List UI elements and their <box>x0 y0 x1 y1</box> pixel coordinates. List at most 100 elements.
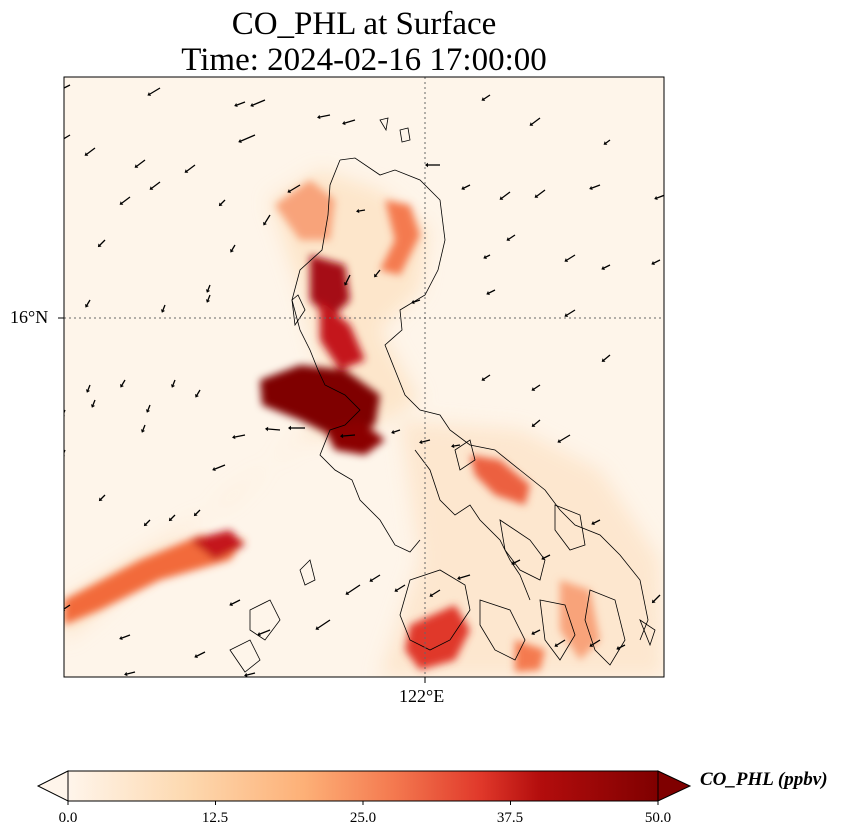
wind-arrow-head <box>145 409 151 413</box>
wind-arrow-head <box>531 387 536 391</box>
wind-arrow <box>459 574 471 579</box>
map-frame <box>63 76 665 678</box>
wind-arrow <box>603 264 611 269</box>
wind-arrow <box>536 189 546 197</box>
wind-arrow <box>543 554 551 559</box>
wind-arrow-head <box>534 194 539 198</box>
wind-arrow <box>653 594 661 602</box>
wind-arrow <box>485 254 491 258</box>
wind-arrow-head <box>315 626 320 630</box>
map-area <box>64 77 664 677</box>
wind-arrow-head <box>134 164 139 168</box>
wind-arrow-head <box>603 141 608 145</box>
wind-arrow-head <box>212 466 216 472</box>
wind-arrow <box>591 184 601 189</box>
wind-arrow <box>413 299 421 303</box>
plume-bicol <box>470 455 530 505</box>
wind-arrow-head <box>483 255 487 259</box>
wind-arrow <box>508 234 516 240</box>
wind-arrow-head <box>195 393 199 398</box>
wind-arrow-head <box>265 426 269 432</box>
wind-arrow-head <box>263 221 267 226</box>
wind-arrow-head <box>98 497 103 502</box>
wind-arrow-head <box>531 631 535 635</box>
wind-arrow <box>483 94 491 100</box>
wind-arrow <box>488 289 496 294</box>
wind-arrow <box>618 644 626 649</box>
wind-arrow-head <box>564 258 569 262</box>
wind-arrow-head <box>356 208 360 214</box>
wind-arrow <box>170 514 176 520</box>
colorbar-tick-4: 50.0 <box>644 810 672 826</box>
wind-arrow-head <box>616 646 620 650</box>
wind-arrow <box>396 584 406 591</box>
wind-arrow <box>64 84 71 89</box>
wind-arrow <box>100 494 106 500</box>
wind-arrow <box>591 639 601 646</box>
wind-arrow <box>259 629 271 635</box>
wind-arrow-head <box>287 189 292 193</box>
wind-arrow-head <box>317 114 321 120</box>
wind-arrow <box>121 196 131 204</box>
wind-arrow-head <box>601 358 606 362</box>
colorbar-fill <box>68 771 658 801</box>
wind-arrow <box>531 117 541 125</box>
wind-vectors <box>64 84 664 677</box>
wind-arrow-head <box>147 92 152 96</box>
wind-arrow-head <box>205 289 211 293</box>
wind-arrow <box>99 239 106 246</box>
plume-central-luzon-mid <box>320 300 365 370</box>
colorbar-tick-3: 37.5 <box>496 810 524 826</box>
wind-arrow <box>501 191 511 199</box>
wind-arrow-head <box>85 303 89 308</box>
wind-arrow <box>267 428 281 431</box>
wind-arrow <box>533 419 541 426</box>
wind-arrow-head <box>345 591 350 595</box>
wind-arrow <box>559 434 571 442</box>
wind-arrow <box>317 619 331 629</box>
wind-arrow-head <box>244 672 248 677</box>
map-title-line2: Time: 2024-02-16 17:00:00 <box>181 42 547 78</box>
wind-arrow <box>513 559 521 564</box>
wind-arrow-head <box>506 237 511 241</box>
wind-arrow <box>86 147 96 155</box>
wind-arrow-head <box>461 186 465 190</box>
wind-arrow-head <box>184 169 189 173</box>
wind-arrow-head <box>84 152 89 156</box>
wind-arrow-head <box>554 643 559 647</box>
wind-arrow-head <box>194 654 198 658</box>
wind-arrow <box>453 444 461 447</box>
wind-arrow <box>605 139 611 144</box>
wind-arrow <box>220 199 226 205</box>
wind-arrow-head <box>232 434 236 440</box>
wind-arrow <box>126 671 136 675</box>
wind-arrow-head <box>288 425 291 431</box>
map-title-line1: CO_PHL at Surface <box>231 6 497 42</box>
wind-arrow-head <box>344 282 348 286</box>
wind-arrow <box>483 374 491 380</box>
plume-sea-southwest <box>64 535 245 625</box>
wind-arrow <box>64 134 71 140</box>
wind-arrow-head <box>511 561 515 565</box>
wind-arrow <box>393 429 401 433</box>
wind-arrow-head <box>230 248 234 253</box>
colorbar-tick-1: 12.5 <box>201 810 229 826</box>
wind-arrow <box>431 589 441 596</box>
colorbar-label: CO_PHL (ppbv) <box>700 769 828 790</box>
plume-north-luzon-west <box>275 180 335 240</box>
wind-arrow-head <box>170 384 176 388</box>
wind-arrow <box>145 519 151 525</box>
wind-arrow <box>289 184 301 192</box>
wind-arrow <box>252 99 266 106</box>
wind-arrow-head <box>589 643 594 647</box>
wind-arrow <box>64 449 66 455</box>
wind-arrow <box>121 634 131 639</box>
plume-visayas-a <box>515 640 545 672</box>
wind-arrow <box>214 464 226 470</box>
wind-arrow <box>151 181 161 189</box>
wind-arrow <box>358 209 366 212</box>
lat-tick-label: 16°N <box>10 307 49 327</box>
wind-arrow-head <box>205 299 211 303</box>
wind-arrow <box>371 574 381 581</box>
